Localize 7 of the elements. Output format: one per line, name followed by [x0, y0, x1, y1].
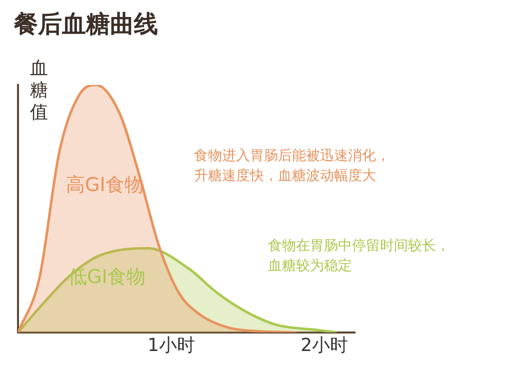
y-axis-title: 血糖值 — [30, 58, 49, 124]
series-label: 低GI食物 — [68, 265, 146, 290]
x-tick-label: 2小时 — [300, 334, 348, 356]
annotation: 食物进入胃肠后能被迅速消化，升糖速度快，血糖波动幅度大 — [194, 147, 391, 186]
annotation: 食物在胃肠中停留时间较长，血糖较为稳定 — [268, 237, 451, 276]
x-tick-label: 1小时 — [147, 334, 195, 356]
chart-title: 餐后血糖曲线 — [14, 9, 158, 40]
